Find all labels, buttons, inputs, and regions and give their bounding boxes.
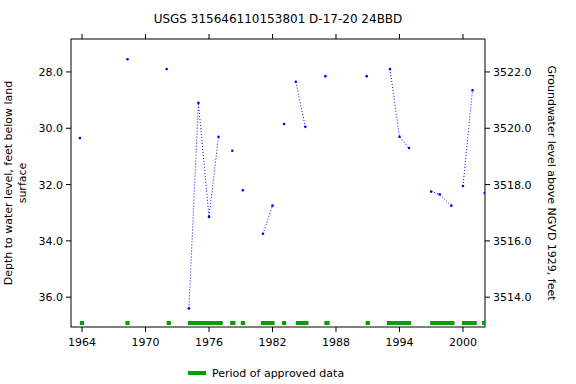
approved-period	[230, 321, 235, 325]
data-point	[217, 135, 220, 138]
x-tick-label: 1964	[68, 336, 96, 349]
data-point	[242, 189, 245, 192]
approved-period	[482, 321, 485, 325]
y2-tick	[485, 297, 490, 298]
x-tick	[399, 34, 400, 39]
y2-tick	[485, 184, 490, 185]
approved-period	[80, 321, 84, 325]
x-tick	[82, 34, 83, 39]
data-point	[197, 102, 200, 105]
legend-swatch	[188, 371, 206, 375]
x-tick-label: 1994	[385, 336, 413, 349]
x-tick	[335, 34, 336, 39]
y2-tick-label: 3514.0	[493, 291, 532, 304]
approved-period	[366, 321, 370, 325]
data-point	[471, 89, 474, 92]
y2-tick	[485, 71, 490, 72]
x-tick	[145, 34, 146, 39]
approved-period	[188, 321, 223, 325]
data-point	[188, 307, 191, 310]
data-point	[262, 233, 265, 236]
data-point	[438, 193, 441, 196]
x-tick	[145, 327, 146, 332]
x-tick	[272, 34, 273, 39]
legend: Period of approved data	[188, 367, 344, 380]
data-point	[271, 204, 274, 207]
approved-period	[296, 321, 309, 325]
x-tick	[399, 327, 400, 332]
x-tick-label: 1976	[195, 336, 223, 349]
y-tick-label: 34.0	[39, 235, 64, 248]
x-tick	[209, 34, 210, 39]
x-tick	[335, 327, 336, 332]
x-tick-label: 1982	[258, 336, 286, 349]
x-tick-label: 1988	[322, 336, 350, 349]
y-tick	[66, 71, 71, 72]
y-tick-label: 36.0	[39, 291, 64, 304]
data-point	[450, 204, 453, 207]
plot-frame	[71, 39, 485, 327]
data-point	[389, 68, 392, 71]
approved-period	[125, 321, 129, 325]
data-point	[79, 137, 82, 140]
y2-tick-label: 3516.0	[493, 235, 532, 248]
legend-label: Period of approved data	[212, 367, 344, 380]
y-tick-label: 32.0	[39, 179, 64, 192]
approved-period	[387, 321, 411, 325]
x-tick	[462, 327, 463, 332]
series-line	[189, 69, 485, 308]
y2-tick-label: 3518.0	[493, 179, 532, 192]
approved-period	[167, 321, 171, 325]
data-point	[408, 147, 411, 150]
approved-period	[241, 321, 245, 325]
data-point	[231, 149, 234, 152]
approved-period	[462, 321, 477, 325]
y-tick	[66, 128, 71, 129]
data-point	[126, 58, 129, 61]
y2-tick-label: 3520.0	[493, 122, 532, 135]
data-point	[324, 75, 327, 78]
y2-tick	[485, 240, 490, 241]
x-tick	[462, 34, 463, 39]
y2-tick	[485, 128, 490, 129]
data-point	[304, 126, 307, 129]
data-point	[483, 192, 485, 195]
data-point	[294, 80, 297, 83]
data-point	[462, 185, 465, 188]
data-point	[398, 135, 401, 138]
y-tick	[66, 297, 71, 298]
y-tick	[66, 184, 71, 185]
x-tick	[209, 327, 210, 332]
y2-axis-label: Groundwater level above NGVD 1929, feet	[545, 65, 558, 301]
chart: USGS 315646110153801 D-17-20 24BBD 1964 19…	[0, 0, 576, 384]
plot-area	[79, 58, 485, 325]
x-tick-label: 2000	[449, 336, 477, 349]
y-tick-label: 30.0	[39, 122, 64, 135]
y-axis-label: Depth to water level, feet below land	[2, 81, 15, 286]
data-point	[365, 75, 368, 78]
y-tick-label: 28.0	[39, 66, 64, 79]
approved-period	[261, 321, 275, 325]
approved-period	[324, 321, 329, 325]
x-tick	[272, 327, 273, 332]
y2-tick-label: 3522.0	[493, 66, 532, 79]
title: USGS 315646110153801 D-17-20 24BBD	[154, 12, 403, 26]
data-point	[165, 68, 168, 71]
x-tick	[82, 327, 83, 332]
data-point	[430, 190, 433, 193]
y-tick	[66, 240, 71, 241]
data-point	[283, 123, 286, 126]
data-point	[208, 216, 211, 219]
x-tick-label: 1970	[132, 336, 160, 349]
approved-period	[430, 321, 454, 325]
approved-period	[282, 321, 286, 325]
y-axis-label: surface	[16, 162, 29, 203]
